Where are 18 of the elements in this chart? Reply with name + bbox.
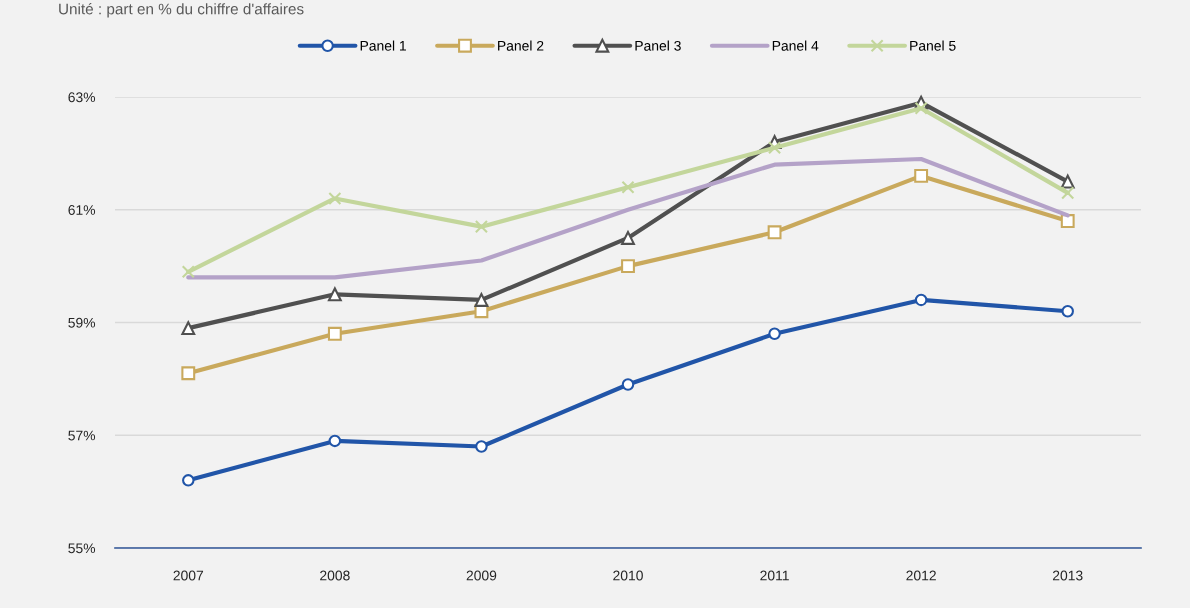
legend-label: Panel 3	[635, 40, 681, 51]
legend-label: Panel 2	[498, 40, 544, 51]
legend-label: Panel 1	[360, 40, 406, 51]
y-tick-label: 63%	[68, 92, 96, 103]
x-tick-label: 2008	[320, 570, 350, 581]
legend-label: Panel 4	[772, 40, 819, 51]
x-tick-label: 2011	[760, 570, 789, 581]
x-tick-label: 2007	[173, 570, 204, 581]
x-tick-label: 2009	[466, 570, 497, 581]
y-tick-label: 61%	[68, 205, 96, 215]
chart-subtitle: Unité : part en % du chiffre d'affaires	[59, 3, 304, 18]
y-tick-label: 55%	[68, 543, 96, 554]
x-tick-label: 2010	[613, 570, 643, 581]
x-tick-label: 2012	[906, 570, 936, 581]
x-tick-label: 2013	[1052, 570, 1083, 581]
y-tick-label: 57%	[68, 430, 96, 441]
legend-label: Panel 5	[910, 40, 956, 51]
y-tick-label: 59%	[68, 317, 96, 328]
